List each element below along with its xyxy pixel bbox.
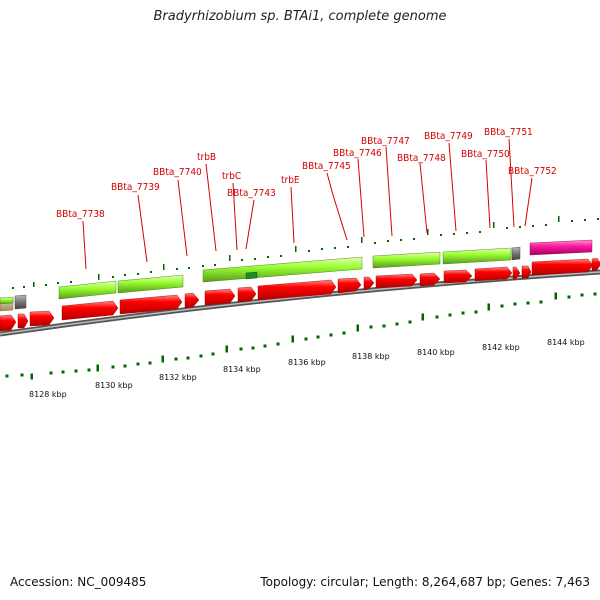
cds-arrow (375, 273, 418, 289)
kbp-label: 8136 kbp (288, 358, 326, 367)
gene-label-bbta-7747: BBta_7747 (361, 136, 410, 147)
leader-line (485, 159, 491, 229)
cds-arrow (0, 314, 17, 332)
cds-arrow (419, 272, 441, 287)
feature-block (0, 296, 14, 305)
cds-arrow (119, 294, 183, 315)
major-tick (161, 355, 164, 363)
leader-line (290, 186, 295, 244)
major-tick (493, 222, 495, 228)
gene-label-bbta-7751: BBta_7751 (484, 127, 533, 138)
rna-feature-block (529, 239, 593, 256)
gene-label-trbe: trbE (281, 175, 300, 186)
cds-arrow (257, 279, 337, 301)
kbp-label: 8128 kbp (29, 390, 67, 399)
major-tick (421, 313, 424, 321)
major-tick (427, 229, 429, 235)
cds-arrow (29, 310, 55, 327)
cds-arrow (521, 265, 532, 279)
feature-block (372, 251, 441, 269)
gene-label-bbta-7738: BBta_7738 (56, 209, 105, 220)
leader-line (82, 220, 87, 270)
major-tick (291, 335, 294, 343)
genome-backbone-highlight (0, 271, 600, 335)
major-tick (356, 324, 359, 332)
other-feature-block (14, 294, 27, 310)
gene-label-bbta-7740: BBta_7740 (153, 167, 202, 178)
leader-line (508, 138, 515, 228)
feature-block (202, 256, 363, 283)
leader-line (177, 179, 188, 257)
cds-arrow (443, 269, 473, 284)
leader-line (205, 163, 217, 252)
gene-label-trbc: trbC (222, 171, 241, 182)
feature-block (442, 247, 512, 265)
gene-labels[interactable]: BBta_7738 BBta_7739 BBta_7740 trbB trbC … (56, 127, 557, 220)
leader-line (419, 162, 428, 234)
leader-line (232, 182, 238, 251)
major-tick (487, 303, 490, 311)
kbp-label: 8144 kbp (547, 338, 585, 347)
leader-line (137, 194, 148, 263)
major-tick (361, 237, 363, 243)
major-tick (30, 373, 33, 380)
major-tick (229, 255, 231, 261)
cds-arrow (204, 288, 236, 306)
major-tick (163, 264, 165, 270)
leader-line (448, 142, 457, 232)
accession-label: Accession: NC_009485 (10, 575, 147, 589)
leader-line (357, 158, 365, 238)
gene-label-bbta-7748: BBta_7748 (397, 153, 446, 164)
gene-label-bbta-7752: BBta_7752 (508, 166, 557, 177)
gene-label-bbta-7745: BBta_7745 (302, 161, 351, 172)
kbp-label: 8138 kbp (352, 352, 390, 361)
kbp-label: 8142 kbp (482, 343, 520, 352)
cds-arrow (337, 277, 362, 294)
major-tick (98, 274, 100, 280)
leader-line (385, 146, 393, 237)
gene-label-bbta-7743: BBta_7743 (227, 188, 276, 199)
gene-label-trbb: trbB (197, 152, 216, 163)
cds-arrow (17, 313, 29, 329)
feature-block (117, 274, 184, 294)
kbp-label: 8140 kbp (417, 348, 455, 357)
map-title: Bradyrhizobium sp. BTAi1, complete genom… (153, 9, 447, 24)
outer-tick-ring (12, 216, 599, 289)
gene-label-bbta-7749: BBta_7749 (424, 131, 473, 142)
kbp-labels: 8128 kbp 8130 kbp 8132 kbp 8134 kbp 8136… (29, 338, 585, 399)
genome-backbone (0, 269, 600, 337)
cds-forward-track[interactable] (0, 257, 600, 332)
kbp-label: 8130 kbp (95, 381, 133, 390)
cds-arrow (184, 292, 200, 309)
other-feature-block (511, 246, 521, 261)
cds-arrow (61, 300, 119, 321)
cds-arrow (474, 266, 513, 282)
major-tick (554, 292, 557, 300)
major-tick (33, 282, 35, 287)
cds-arrow (591, 257, 600, 272)
major-tick (558, 216, 560, 222)
gene-label-bbta-7750: BBta_7750 (461, 149, 510, 160)
feature-block (58, 280, 117, 300)
leader-line (524, 177, 533, 227)
major-tick (295, 246, 297, 252)
gene-label-bbta-7739: BBta_7739 (111, 182, 160, 193)
major-tick (96, 364, 99, 372)
cds-arrow (237, 286, 257, 303)
leader-line (245, 199, 255, 250)
gene-label-bbta-7746: BBta_7746 (333, 148, 382, 159)
scale-tick-ring (5, 292, 597, 380)
cds-arrow (512, 266, 521, 280)
feature-block-track[interactable] (0, 239, 593, 312)
other-feature-small (245, 271, 258, 280)
major-tick (225, 345, 228, 353)
genome-stats-label: Topology: circular; Length: 8,264,687 bp… (260, 575, 590, 589)
cds-arrow (363, 276, 375, 291)
leader-line (326, 172, 348, 241)
cds-arrow (531, 258, 594, 276)
gene-label-leaders (82, 138, 533, 270)
kbp-label: 8132 kbp (159, 373, 197, 382)
kbp-label: 8134 kbp (223, 365, 261, 374)
